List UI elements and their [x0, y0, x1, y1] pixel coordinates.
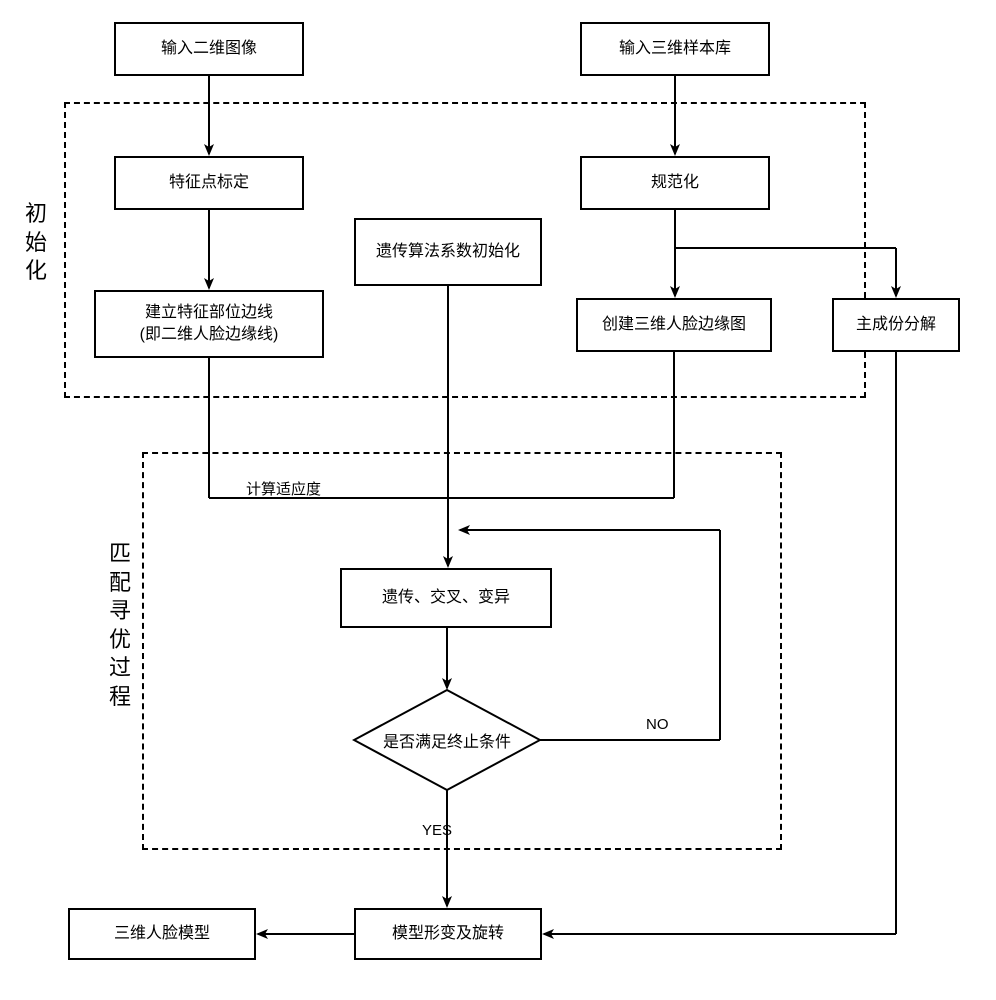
node-gcm-label: 遗传、交叉、变异: [382, 587, 510, 609]
node-input-2d: 输入二维图像: [114, 22, 304, 76]
edge-label-no-text: NO: [646, 716, 669, 733]
edge-label-yes-text: YES: [422, 822, 452, 839]
vlabel-match: 匹配寻优过程: [108, 540, 132, 712]
node-edge-3d-label: 创建三维人脸边缘图: [602, 314, 746, 336]
node-edge-2d-label: 建立特征部位边线 (即二维人脸边缘线): [140, 302, 279, 347]
edge-label-yes: YES: [422, 822, 452, 839]
edge-label-fitness-text: 计算适应度: [246, 481, 321, 498]
edge-label-no: NO: [646, 716, 669, 733]
node-terminate-cond: 是否满足终止条件: [352, 688, 542, 792]
node-deform-rotate-label: 模型形变及旋转: [392, 923, 504, 945]
node-ga-init-label: 遗传算法系数初始化: [376, 241, 520, 263]
node-ga-init: 遗传算法系数初始化: [354, 218, 542, 286]
vlabel-init: 初始化: [24, 200, 48, 286]
vlabel-match-text: 匹配寻优过程: [109, 541, 131, 709]
node-feature-calib: 特征点标定: [114, 156, 304, 210]
vlabel-init-text: 初始化: [25, 201, 47, 283]
node-3d-model: 三维人脸模型: [68, 908, 256, 960]
node-edge-3d: 创建三维人脸边缘图: [576, 298, 772, 352]
node-input-2d-label: 输入二维图像: [161, 38, 257, 60]
node-normalize-label: 规范化: [651, 172, 699, 194]
node-input-3d: 输入三维样本库: [580, 22, 770, 76]
node-input-3d-label: 输入三维样本库: [619, 38, 731, 60]
node-edge-2d: 建立特征部位边线 (即二维人脸边缘线): [94, 290, 324, 358]
edge-label-fitness: 计算适应度: [246, 478, 321, 499]
node-feature-calib-label: 特征点标定: [169, 172, 249, 194]
node-deform-rotate: 模型形变及旋转: [354, 908, 542, 960]
node-normalize: 规范化: [580, 156, 770, 210]
node-pca: 主成份分解: [832, 298, 960, 352]
node-terminate-cond-label: 是否满足终止条件: [383, 728, 511, 752]
node-3d-model-label: 三维人脸模型: [114, 923, 210, 945]
node-pca-label: 主成份分解: [856, 314, 936, 336]
node-genetic-cross-mutate: 遗传、交叉、变异: [340, 568, 552, 628]
